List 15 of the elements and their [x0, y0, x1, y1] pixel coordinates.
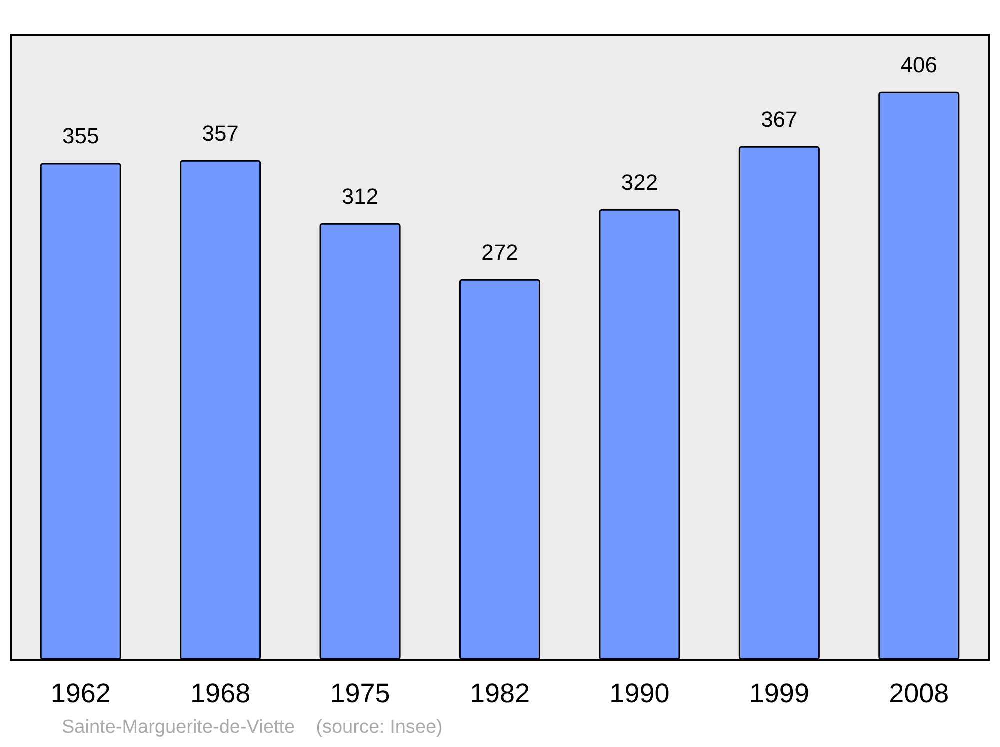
- x-tick-label: 1968: [190, 678, 251, 708]
- data-label: 357: [202, 120, 239, 146]
- data-label: 367: [761, 106, 798, 132]
- x-tick-label: 1990: [610, 678, 670, 708]
- x-tick-label: 2008: [889, 678, 950, 708]
- x-tick-label: 1982: [470, 678, 530, 708]
- data-label: 272: [482, 240, 518, 265]
- data-label: 355: [62, 124, 100, 149]
- data-label: 312: [342, 184, 379, 209]
- x-tick-label: 1962: [50, 678, 111, 708]
- x-tick-label: 1999: [749, 678, 810, 708]
- data-label: 406: [900, 52, 938, 78]
- x-tick-label: 1975: [330, 678, 390, 708]
- data-label: 322: [621, 170, 658, 195]
- text: Sainte-Marguerite-de-Viette (source: Insee): [62, 717, 443, 738]
